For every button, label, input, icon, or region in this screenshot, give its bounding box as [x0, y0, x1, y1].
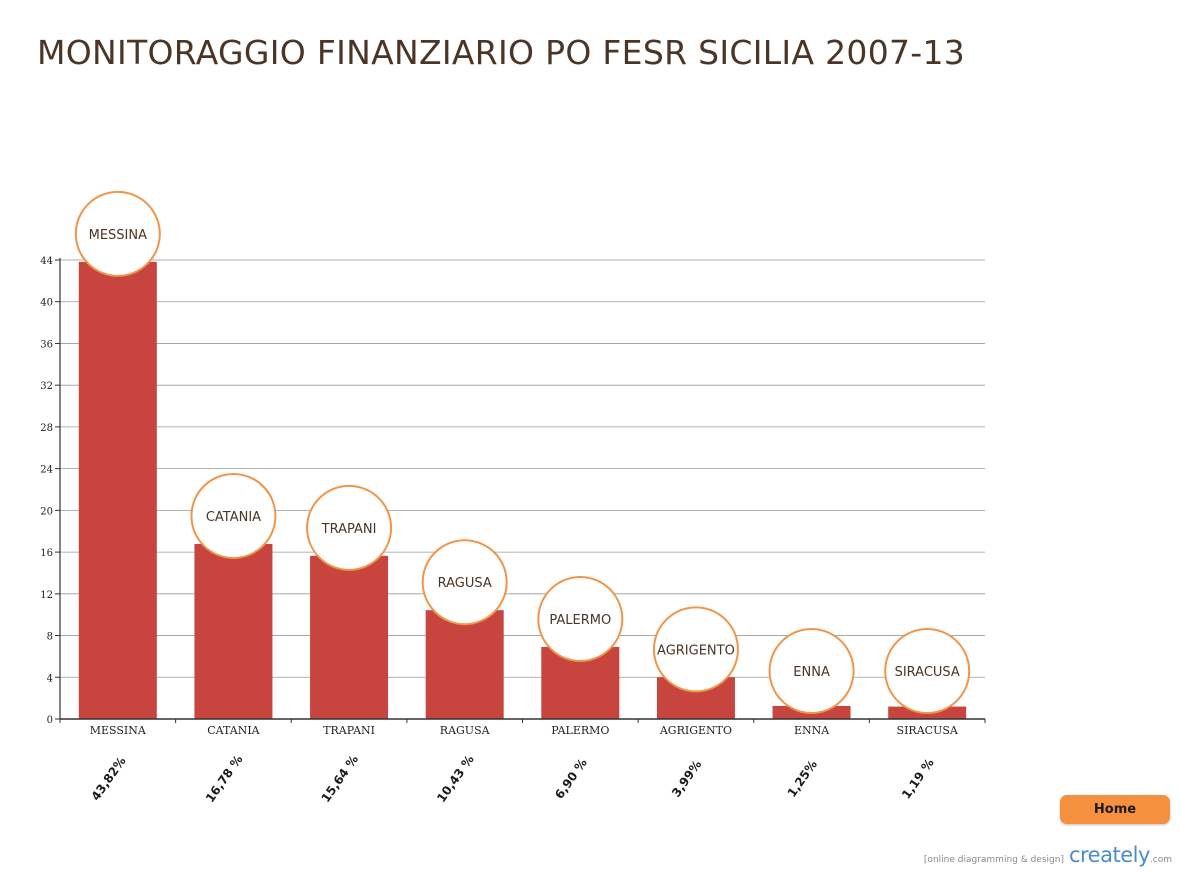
data-label: 1,19 %: [899, 756, 937, 802]
x-tick-label: PALERMO: [551, 724, 609, 737]
footer-branding: [online diagramming & design] creately .…: [924, 843, 1172, 867]
y-tick-label: 16: [40, 548, 53, 559]
x-tick-label: TRAPANI: [323, 724, 375, 737]
bubble-callout: [74, 190, 161, 277]
y-tick-label: 32: [40, 381, 53, 392]
bubble-callout: [306, 484, 393, 571]
y-tick-label: 28: [40, 423, 53, 434]
data-label: 43,82%: [88, 754, 128, 803]
bubble-callout: [537, 576, 624, 663]
bubble-label: TRAPANI: [321, 522, 377, 537]
bubble-label: CATANIA: [206, 510, 261, 525]
y-tick-label: 0: [47, 715, 53, 726]
y-tick-label: 20: [40, 506, 53, 517]
x-tick-label: CATANIA: [207, 724, 260, 737]
bubble-callout: [884, 628, 971, 714]
y-tick-label: 36: [40, 339, 53, 350]
bubble-label: SIRACUSA: [895, 665, 960, 680]
data-label: 10,43 %: [434, 753, 477, 805]
bubble-callout: [652, 606, 739, 693]
x-tick-label: AGRIGENTO: [659, 724, 732, 737]
bar: [310, 555, 389, 719]
y-tick-label: 12: [40, 590, 53, 601]
x-tick-label: SIRACUSA: [897, 724, 959, 737]
bar: [194, 543, 273, 719]
data-label: 6,90 %: [552, 756, 590, 802]
y-tick-label: 40: [40, 298, 53, 309]
creately-logo-suffix: .com: [1149, 855, 1172, 865]
bubble-label: PALERMO: [549, 613, 611, 628]
data-label: 1,25%: [785, 758, 820, 800]
bubble-label: ENNA: [793, 665, 830, 680]
x-tick-label: ENNA: [794, 724, 830, 737]
y-tick-label: 24: [40, 465, 53, 476]
bubble-callout: [768, 628, 855, 714]
data-label: 3,99%: [669, 758, 704, 800]
creately-logo[interactable]: creately: [1068, 843, 1150, 867]
page-title: MONITORAGGIO FINANZIARIO PO FESR SICILIA…: [37, 33, 966, 72]
data-label: 16,78 %: [203, 753, 246, 805]
bar: [425, 610, 504, 719]
bubble-callout: [421, 539, 508, 626]
y-tick-label: 44: [40, 256, 53, 267]
home-button[interactable]: Home: [1060, 795, 1170, 824]
data-label: 15,64 %: [319, 753, 362, 805]
bubble-label: RAGUSA: [438, 576, 492, 591]
bubble-label: MESSINA: [89, 228, 147, 243]
x-tick-label: MESSINA: [90, 724, 147, 737]
bubble-callout: [190, 472, 277, 559]
y-tick-label: 4: [47, 673, 53, 684]
x-tick-label: RAGUSA: [440, 724, 491, 737]
bubble-label: AGRIGENTO: [657, 643, 735, 658]
y-tick-label: 8: [47, 632, 53, 643]
bar: [78, 261, 157, 719]
footer-tagline: [online diagramming & design]: [923, 855, 1064, 865]
